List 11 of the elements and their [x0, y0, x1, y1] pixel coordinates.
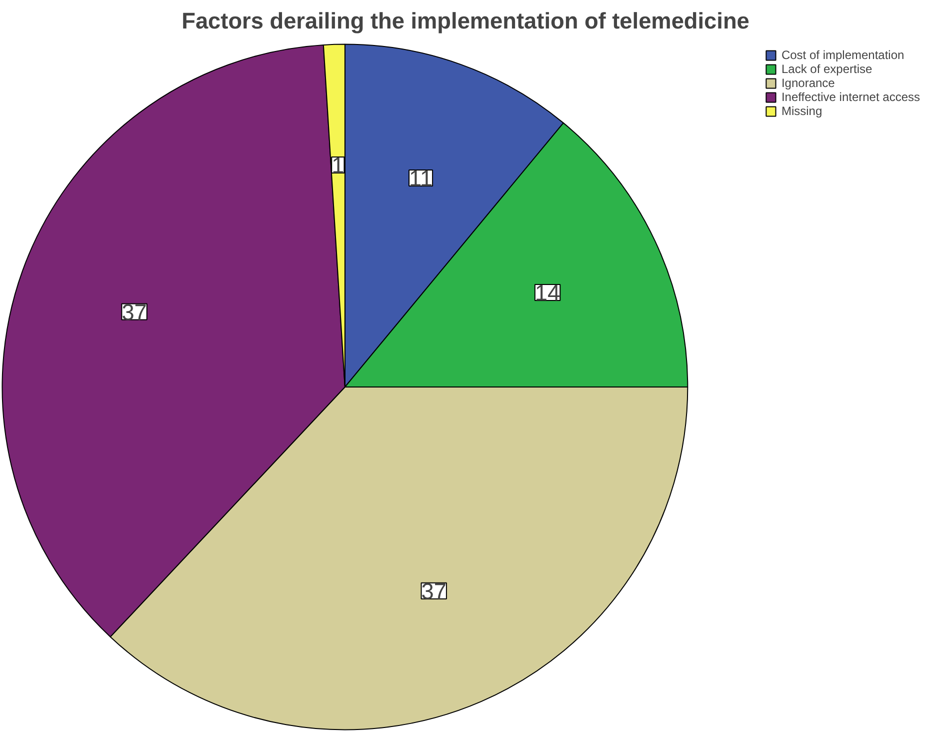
data-label: 37: [421, 578, 446, 604]
data-label: 11: [409, 165, 433, 192]
data-label: 37: [122, 298, 147, 325]
chart-title: Factors derailing the implementation of telemedicine: [182, 8, 750, 34]
legend-label: Ineffective internet access: [781, 90, 920, 104]
legend-label: Cost of implementation: [781, 48, 904, 62]
legend-label: Missing: [781, 104, 822, 118]
data-label: 14: [534, 279, 560, 306]
legend-label: Lack of expertise: [781, 62, 872, 76]
data-label: 1: [332, 152, 344, 178]
legend-label: Ignorance: [781, 76, 835, 90]
